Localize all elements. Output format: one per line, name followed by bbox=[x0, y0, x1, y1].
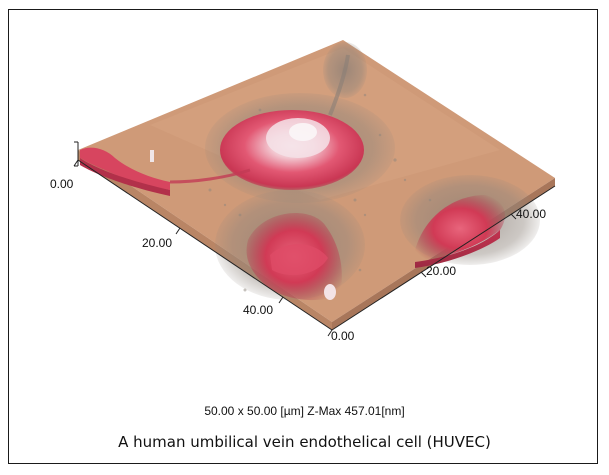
lower-cell-ridge bbox=[270, 244, 328, 276]
left-axis-ticks bbox=[73, 159, 333, 337]
corner-tick-label: 0.00 bbox=[331, 329, 355, 343]
right-axis-tick-20: 20.00 bbox=[426, 264, 456, 278]
central-cell-highlight bbox=[289, 123, 317, 141]
right-axis-tick-40: 40.00 bbox=[516, 207, 546, 221]
z-axis-tick-label: 0.00 bbox=[50, 177, 74, 191]
figure-title-caption: A human umbilical vein endothelical cell… bbox=[118, 433, 491, 451]
cell-process bbox=[169, 168, 251, 184]
lower-cell-spike bbox=[324, 284, 336, 300]
left-axis-line bbox=[77, 159, 333, 331]
cell-process-top bbox=[328, 54, 350, 116]
left-spike bbox=[150, 150, 154, 162]
scan-dimensions-caption: 50.00 x 50.00 [µm] Z-Max 457.01[nm] bbox=[204, 404, 405, 418]
left-cell-fragment bbox=[80, 147, 170, 190]
right-cell-side bbox=[415, 230, 500, 268]
surface-speckle bbox=[208, 93, 432, 292]
left-axis-tick-40: 40.00 bbox=[243, 303, 273, 317]
left-axis-tick-20: 20.00 bbox=[142, 236, 172, 250]
right-cell bbox=[415, 195, 505, 262]
right-axis-line bbox=[331, 185, 556, 331]
left-cell-front bbox=[80, 158, 170, 196]
right-axis-ticks bbox=[420, 213, 517, 278]
